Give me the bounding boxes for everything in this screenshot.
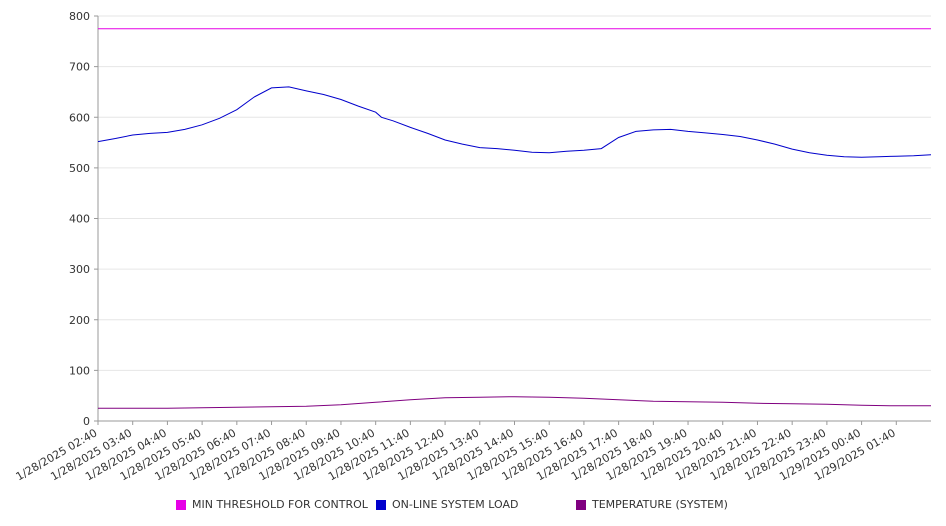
legend-item: TEMPERATURE (SYSTEM) bbox=[576, 498, 728, 511]
legend-swatch bbox=[176, 499, 186, 510]
axes bbox=[94, 15, 931, 425]
y-tick-label: 0 bbox=[83, 415, 90, 428]
legend-item: ON-LINE SYSTEM LOAD bbox=[376, 498, 518, 511]
y-tick-label: 800 bbox=[69, 10, 90, 23]
x-tick-labels: 1/28/2025 02:401/28/2025 03:401/28/2025 … bbox=[14, 426, 898, 483]
legend-swatch bbox=[376, 499, 386, 510]
chart-legend: MIN THRESHOLD FOR CONTROL ON-LINE SYSTEM … bbox=[0, 498, 946, 518]
y-tick-label: 300 bbox=[69, 263, 90, 276]
y-tick-label: 600 bbox=[69, 111, 90, 124]
series-line-1 bbox=[97, 86, 932, 158]
y-tick-label: 500 bbox=[69, 162, 90, 175]
legend-item: MIN THRESHOLD FOR CONTROL bbox=[176, 498, 368, 511]
y-tick-label: 200 bbox=[69, 314, 90, 327]
y-tick-label: 400 bbox=[69, 213, 90, 226]
legend-swatch bbox=[576, 499, 586, 510]
legend-label: TEMPERATURE (SYSTEM) bbox=[592, 498, 728, 511]
legend-label: ON-LINE SYSTEM LOAD bbox=[392, 498, 519, 511]
grid-lines bbox=[98, 15, 931, 371]
legend-label: MIN THRESHOLD FOR CONTROL bbox=[192, 498, 368, 511]
series-line-2 bbox=[98, 396, 931, 409]
y-tick-labels: 0 100 200 300 400 500 600 700 800 bbox=[69, 10, 90, 428]
series-lines bbox=[97, 28, 932, 409]
y-tick-label: 700 bbox=[69, 61, 90, 74]
y-tick-label: 100 bbox=[69, 364, 90, 377]
